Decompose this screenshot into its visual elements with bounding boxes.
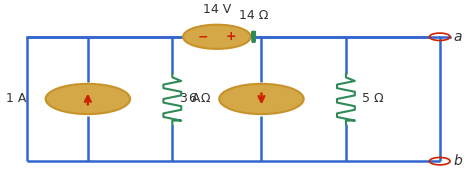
Text: 14 Ω: 14 Ω	[239, 9, 268, 22]
Text: −: −	[198, 30, 208, 43]
Circle shape	[183, 25, 251, 49]
Text: 1 A: 1 A	[7, 92, 27, 105]
Text: 3 A: 3 A	[180, 92, 201, 105]
Text: 14 V: 14 V	[203, 3, 231, 16]
Text: a: a	[454, 30, 462, 44]
Text: b: b	[454, 154, 463, 168]
Text: +: +	[226, 30, 237, 43]
Text: 5 Ω: 5 Ω	[362, 92, 384, 105]
Circle shape	[219, 84, 304, 114]
Text: 6 Ω: 6 Ω	[189, 92, 210, 105]
Circle shape	[46, 84, 130, 114]
